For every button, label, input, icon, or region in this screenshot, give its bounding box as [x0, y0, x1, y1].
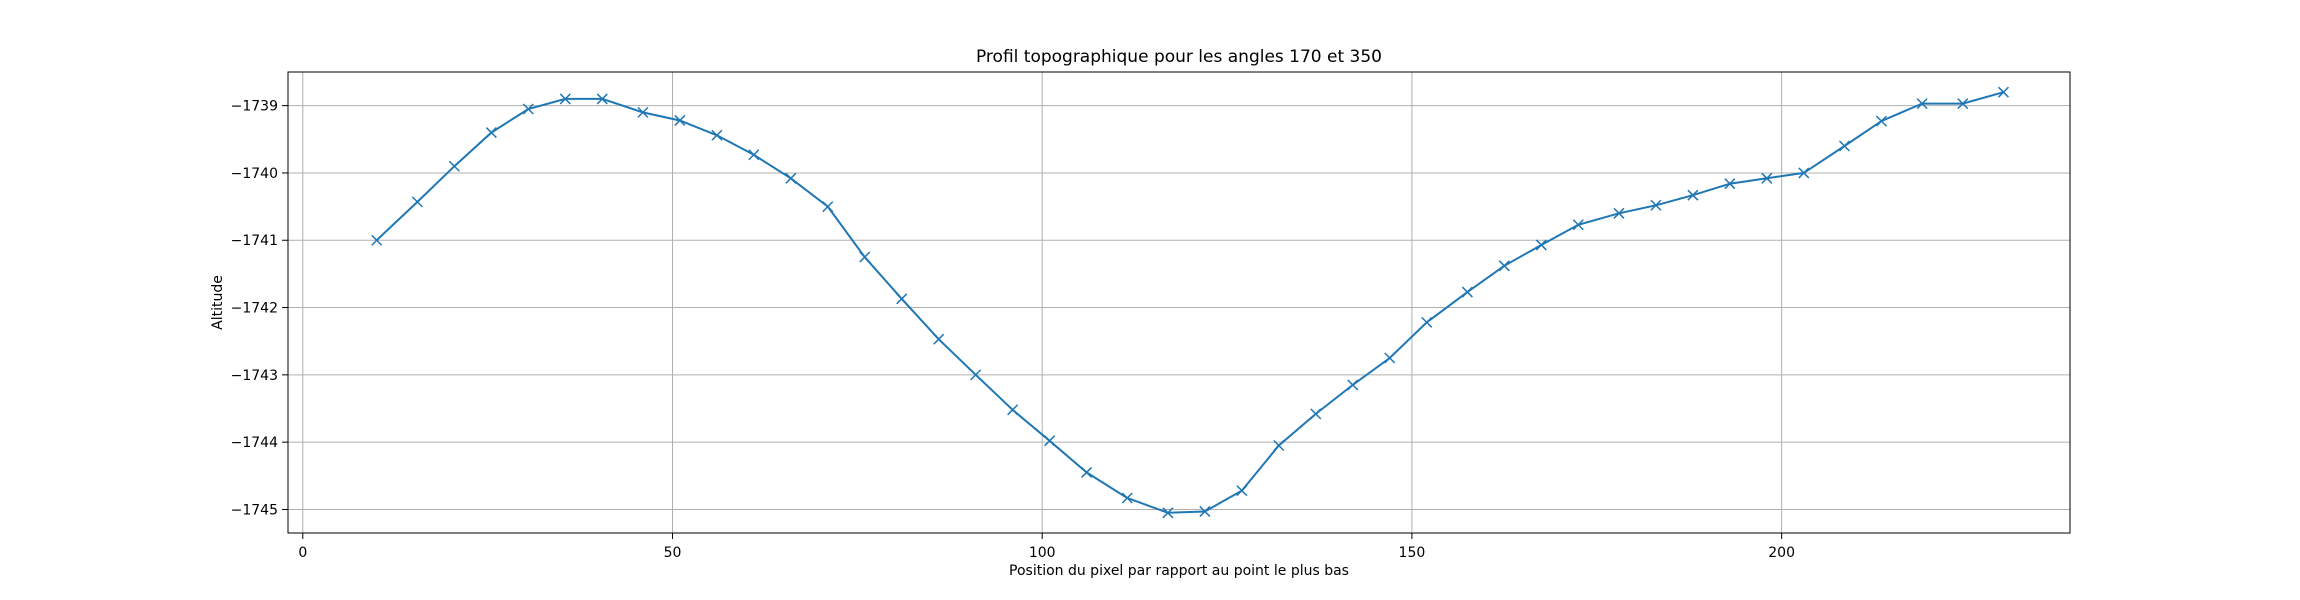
x-axis-label: Position du pixel par rapport au point l…	[1009, 563, 1349, 579]
data-point-marker	[674, 114, 686, 126]
data-point-marker	[1724, 178, 1736, 190]
data-point-marker	[1613, 207, 1625, 219]
y-axis-ticks: −1745 −1744 −1743 −1742 −1741 −1740 −1739	[231, 99, 288, 518]
y-tick-label: −1739	[231, 99, 278, 115]
data-point-marker	[1199, 505, 1211, 517]
x-axis-ticks: 0 50 100 150 200	[298, 533, 1795, 561]
data-point-marker	[1535, 239, 1547, 251]
y-tick-label: −1743	[231, 368, 278, 384]
data-point-marker	[1007, 404, 1019, 416]
data-point-marker	[1916, 98, 1928, 110]
data-point-marker	[1761, 172, 1773, 184]
y-tick-label: −1744	[231, 435, 278, 451]
y-axis-label: Altitude	[210, 275, 226, 330]
x-tick-label: 100	[1029, 545, 1056, 561]
x-tick-label: 150	[1399, 545, 1426, 561]
data-point-marker	[1044, 435, 1056, 447]
data-point-marker	[933, 333, 945, 345]
grid	[288, 72, 2070, 533]
data-point-marker	[1384, 352, 1396, 364]
x-tick-label: 200	[1768, 545, 1795, 561]
series-layer	[371, 86, 2009, 519]
data-point-marker	[1650, 199, 1662, 211]
data-point-marker	[1273, 439, 1285, 452]
data-point-marker	[485, 127, 497, 139]
data-point-marker	[1957, 98, 1969, 110]
series-line	[376, 91, 2004, 514]
data-point-marker	[1687, 189, 1699, 201]
data-point-marker	[970, 369, 982, 381]
data-point-marker	[1798, 167, 1810, 179]
y-tick-label: −1741	[231, 233, 278, 249]
data-point-marker	[822, 201, 834, 213]
data-point-marker	[711, 129, 723, 141]
data-point-marker	[371, 234, 383, 246]
y-tick-label: −1742	[231, 301, 278, 317]
data-point-marker	[411, 196, 423, 208]
data-point-marker	[559, 93, 571, 105]
data-point-marker	[1421, 316, 1433, 328]
data-point-marker	[1997, 86, 2009, 98]
data-point-marker	[748, 149, 760, 161]
data-point-marker	[522, 103, 534, 115]
data-point-marker	[1461, 286, 1473, 298]
data-point-marker	[1838, 140, 1851, 152]
data-point-marker	[896, 293, 908, 305]
data-point-marker	[1162, 507, 1174, 519]
chart-title: Profil topographique pour les angles 170…	[976, 47, 1382, 67]
data-point-marker	[1081, 466, 1093, 478]
data-point-marker	[1121, 492, 1133, 504]
data-point-marker	[785, 172, 797, 184]
y-tick-label: −1745	[231, 502, 278, 518]
data-point-marker	[1347, 379, 1359, 391]
data-point-marker	[1498, 260, 1510, 272]
x-tick-label: 50	[664, 545, 682, 561]
data-point-marker	[859, 251, 871, 263]
data-point-marker	[1310, 408, 1322, 420]
data-point-marker	[1875, 115, 1887, 127]
y-tick-label: −1740	[231, 166, 278, 182]
x-tick-label: 0	[298, 545, 307, 561]
data-point-marker	[637, 106, 649, 118]
data-point-marker	[596, 93, 608, 105]
data-point-marker	[448, 160, 460, 172]
data-point-marker	[1236, 485, 1248, 497]
plot-frame	[287, 71, 2071, 534]
data-point-marker	[1572, 219, 1584, 231]
